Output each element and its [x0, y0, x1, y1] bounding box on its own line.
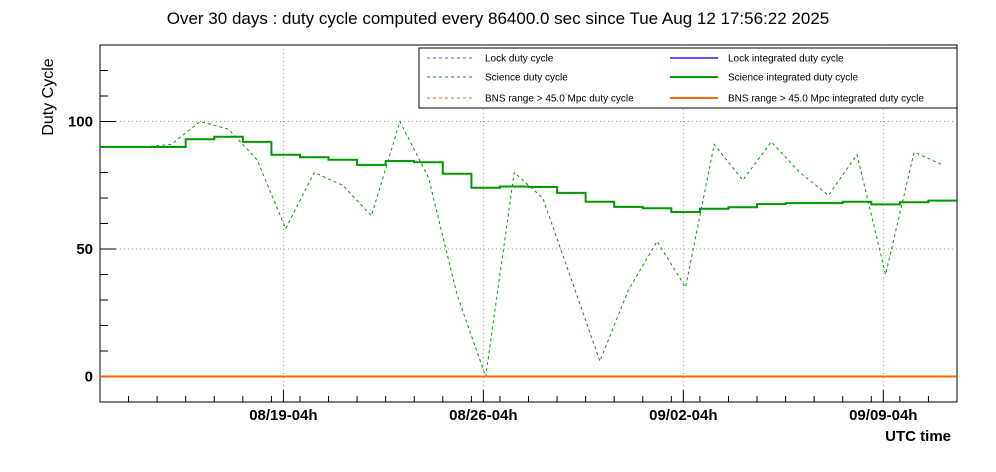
- x-tick-label: 09/02-04h: [649, 407, 717, 424]
- x-tick-label: 08/19-04h: [249, 407, 317, 424]
- lock-integrated-duty-cycle-legend-label: Lock integrated duty cycle: [728, 54, 844, 65]
- lock-duty-cycle-legend-label: Lock duty cycle: [485, 54, 554, 65]
- science-integrated-duty-cycle-legend-label: Science integrated duty cycle: [728, 73, 859, 84]
- chart-title: Over 30 days : duty cycle computed every…: [167, 9, 829, 28]
- legend: Lock duty cycle Lock integrated duty cycl…: [418, 47, 958, 109]
- y-tick-label: 0: [85, 369, 93, 386]
- bns-range-45-0-mpc-duty-cycle-legend-label: BNS range > 45.0 Mpc duty cycle: [485, 94, 634, 105]
- y-axis-label: Duty Cycle: [40, 58, 57, 135]
- y-tick-label: 50: [76, 241, 93, 258]
- bns-range-45-0-mpc-integrated-duty-cycle-legend-label: BNS range > 45.0 Mpc integrated duty cyc…: [728, 94, 924, 105]
- x-tick-label: 09/09-04h: [849, 407, 917, 424]
- y-tick-label: 100: [68, 114, 93, 131]
- science-duty-cycle-legend-label: Science duty cycle: [485, 73, 568, 84]
- series: [100, 120, 957, 378]
- x-axis-label: UTC time: [885, 428, 951, 445]
- science-integrated-duty-cycle-line: [100, 135, 957, 213]
- axes: 0 50 100 08/19-04h 08/26-04h 09/02-04h 09/09-0…: [68, 44, 958, 424]
- science-duty-cycle-line: [114, 120, 943, 377]
- x-tick-label: 08/26-04h: [449, 407, 517, 424]
